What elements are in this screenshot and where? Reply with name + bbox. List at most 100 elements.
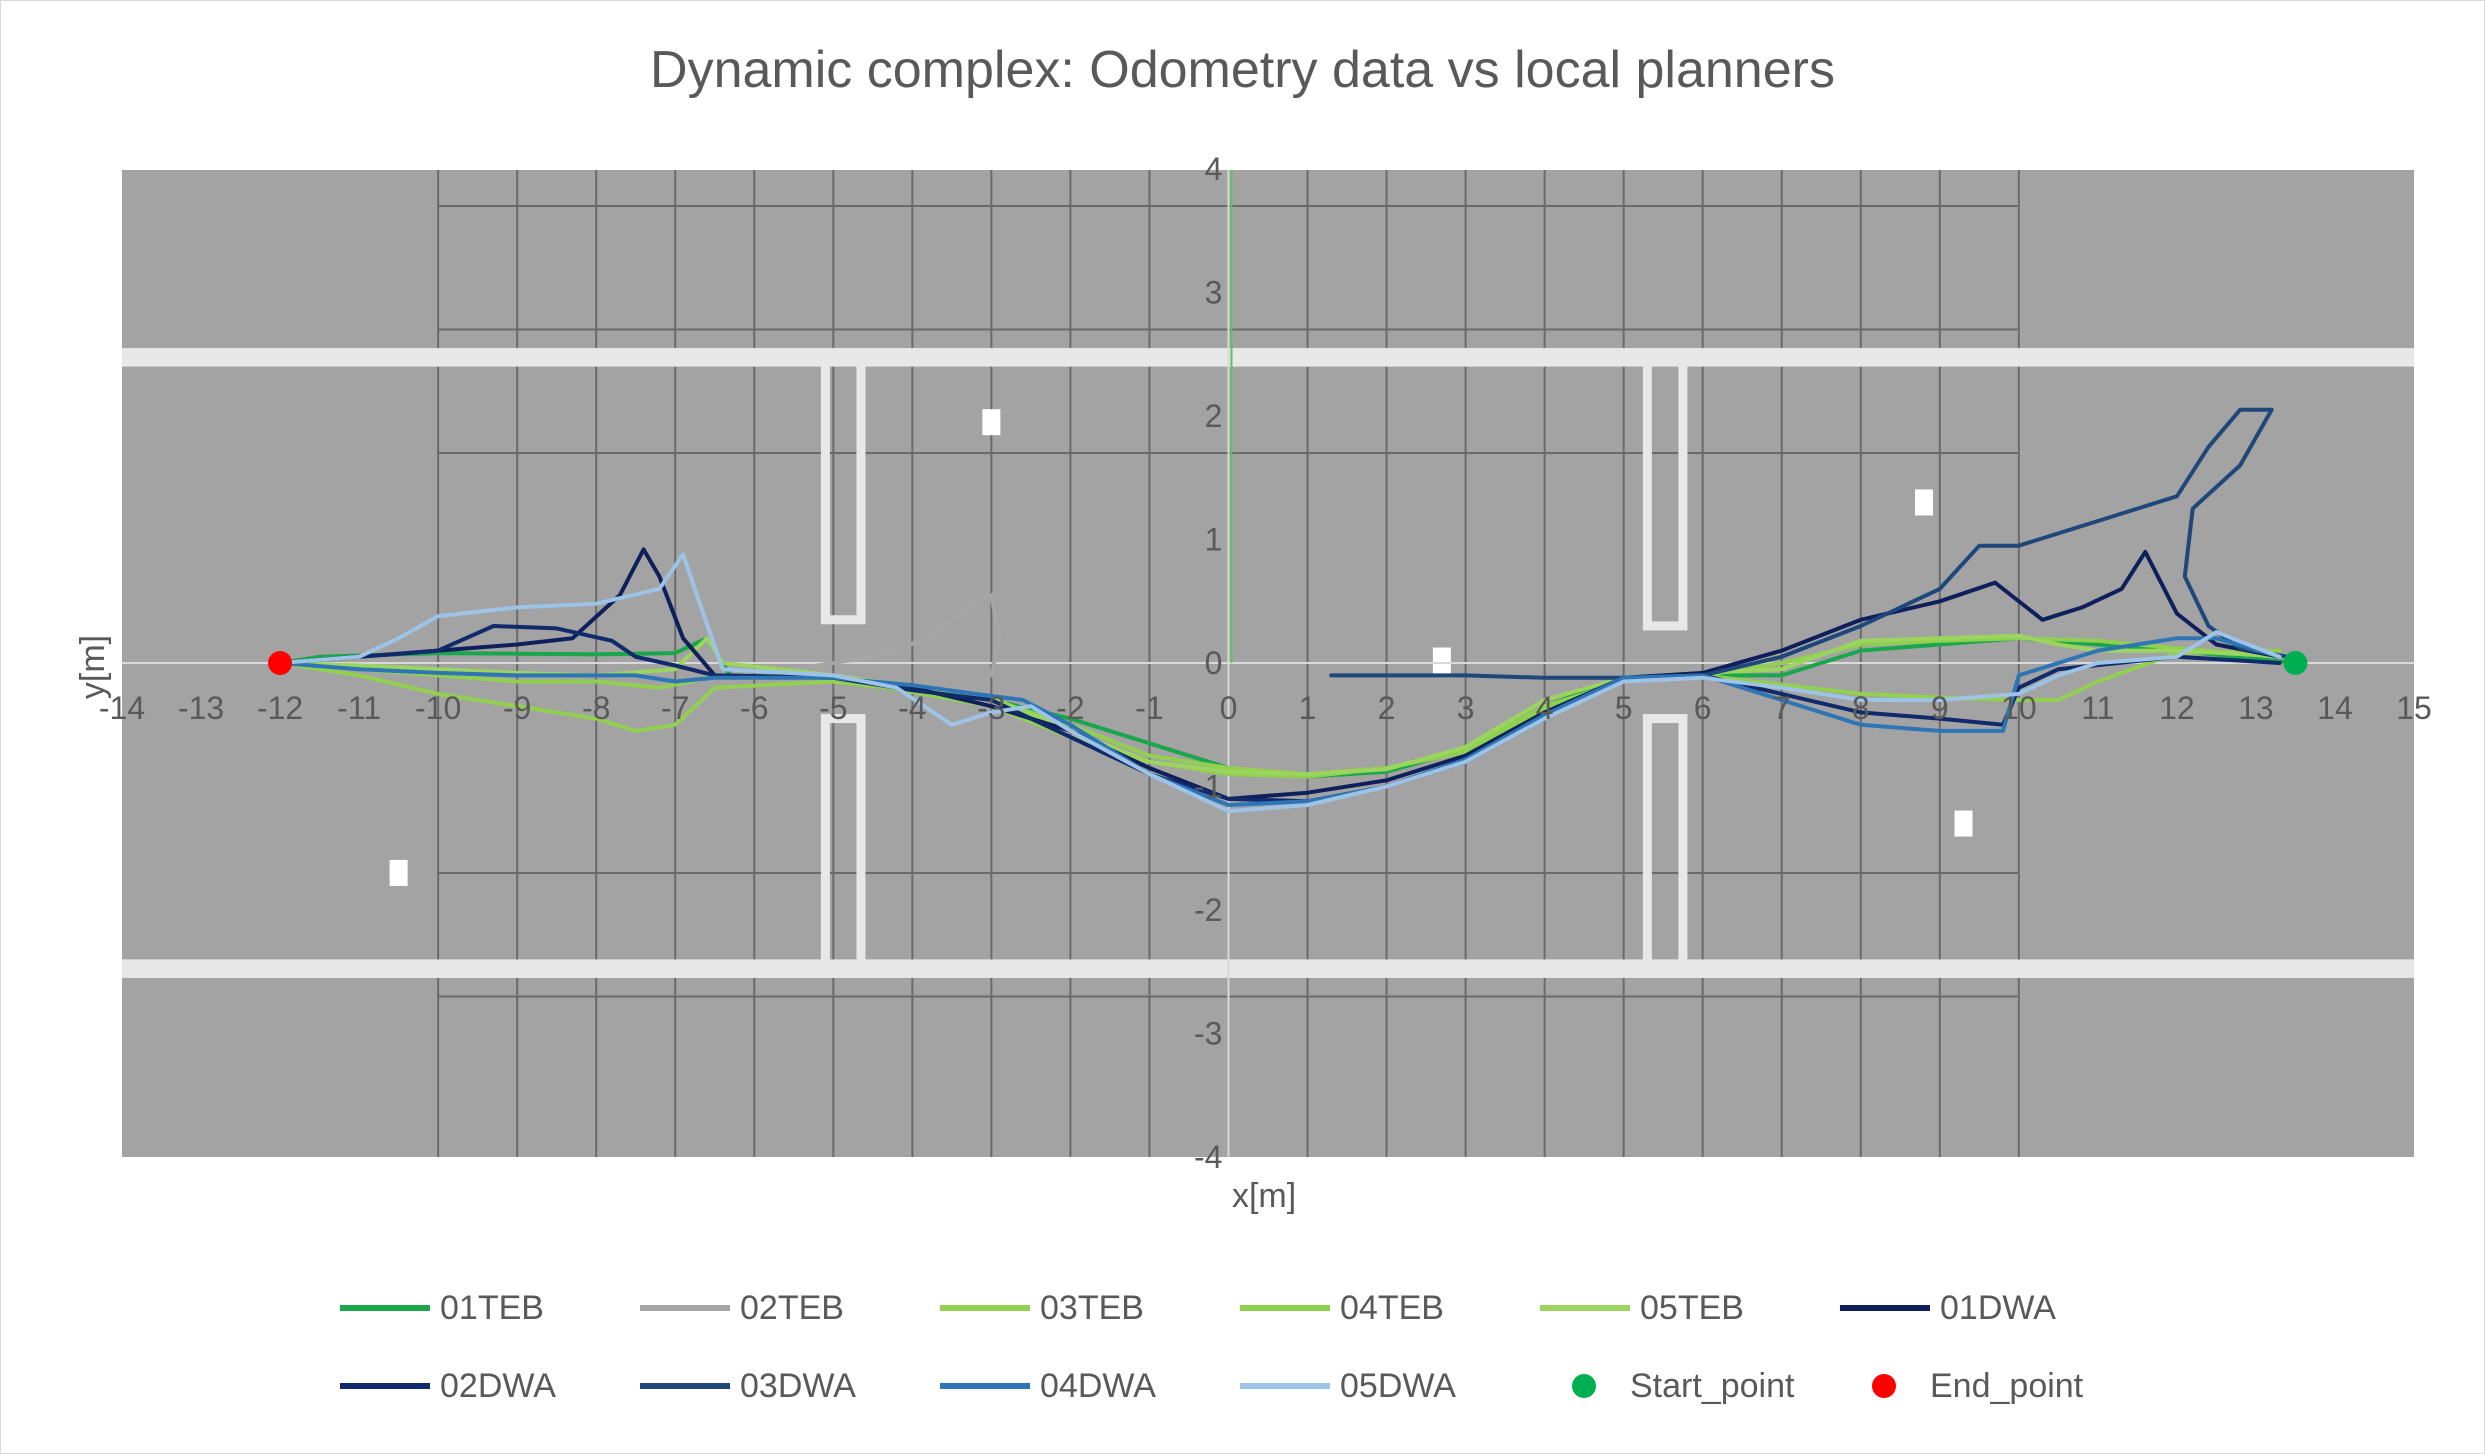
x-tick-label: 5 [1615,690,1633,726]
x-tick-label: 9 [1931,690,1949,726]
legend-line-swatch [340,1383,430,1389]
y-tick-label: 2 [1205,398,1223,434]
y-tick-label: 4 [1205,151,1223,187]
y-tick-label: 0 [1205,645,1223,681]
map-wall [122,959,2414,978]
x-tick-label: 11 [2081,690,2114,726]
x-tick-label: -4 [898,690,926,726]
chart-axes [122,170,2414,1157]
legend-label: 03DWA [740,1366,856,1405]
legend-line-swatch [640,1383,730,1389]
x-tick-label: 13 [2238,690,2274,726]
legend-item: 03TEB [940,1286,1240,1330]
series-line-02teb [791,593,1002,678]
map-pillar [820,714,866,971]
legend-label: 04DWA [1040,1366,1156,1405]
series-line-04dwa [278,636,2282,807]
map-obstacle [982,409,1001,436]
legend-line-swatch [940,1305,1030,1311]
map-obstacle [1954,810,1973,837]
legend-item: 02DWA [340,1364,640,1408]
legend-item: Start_point [1540,1364,1840,1408]
x-tick-label: 15 [2396,690,2432,726]
x-tick-label: -11 [337,690,381,726]
x-tick-label: 4 [1536,690,1554,726]
legend-item: 04DWA [940,1364,1240,1408]
map-obstacle [1914,489,1933,516]
y-tick-label: -3 [1194,1016,1222,1052]
x-tick-label: 6 [1694,690,1712,726]
legend-line-swatch [1240,1383,1330,1389]
legend-line-swatch [1540,1305,1630,1311]
x-tick-label: 1 [1299,690,1317,726]
legend-label: 05DWA [1340,1366,1456,1405]
legend-line-swatch [1240,1305,1330,1311]
legend-item: 02TEB [640,1286,940,1330]
legend-item: 04TEB [1240,1286,1540,1330]
x-axis-title: x[m] [1232,1177,1296,1215]
map-obstacle [389,859,408,886]
y-tick-label: -2 [1194,892,1222,928]
legend-line-swatch [940,1383,1030,1389]
x-tick-label: 7 [1773,690,1791,726]
x-tick-label: 8 [1852,690,1870,726]
map-obstacle [1432,647,1451,674]
map-pillar [1642,714,1688,971]
legend-item: 03DWA [640,1364,940,1408]
marker-start-point [2283,651,2308,675]
y-tick-label: 3 [1205,275,1223,311]
legend-line-swatch [640,1305,730,1311]
x-tick-label: -2 [1056,690,1084,726]
x-tick-label: -7 [661,690,689,726]
chart-markers [268,651,2308,675]
legend-item: End_point [1840,1364,2140,1408]
series-line-02dwa [278,624,2282,804]
legend-label: 01TEB [440,1288,544,1327]
x-tick-label: -10 [415,690,461,726]
x-tick-label: 0 [1220,690,1238,726]
map-pillar [1642,355,1688,631]
x-tick-label: -1 [1135,690,1163,726]
x-tick-label: -14 [99,690,145,726]
chart-title: Dynamic complex: Odometry data vs local … [650,41,1835,99]
series-line-03dwa [1329,407,2290,680]
series-line-01dwa [278,547,2282,801]
legend-item: 01DWA [1840,1286,2140,1330]
legend-item: 05DWA [1240,1364,1540,1408]
map-wall [122,348,2414,367]
map-pillar [820,355,866,625]
x-tick-label: -12 [257,690,303,726]
x-tick-label: 2 [1378,690,1396,726]
legend-marker-swatch [1572,1374,1596,1398]
marker-end-point [268,651,293,675]
legend-label: 02DWA [440,1366,556,1405]
legend-label: 03TEB [1040,1288,1144,1327]
x-tick-label: -6 [740,690,768,726]
series-line-05teb [278,633,2290,777]
x-tick-label: 14 [2317,690,2353,726]
x-tick-label: -5 [819,690,847,726]
x-tick-label: 12 [2159,690,2195,726]
legend-item: 01TEB [340,1286,640,1330]
legend-marker-swatch [1872,1374,1896,1398]
x-tick-label: 3 [1457,690,1475,726]
legend-label: Start_point [1630,1366,1795,1405]
x-tick-label: 10 [2001,690,2037,726]
x-tick-label: -8 [582,690,610,726]
chart-legend: 01TEB 02TEB 03TEB 04TEB 05TEB 01DWA 02DWA 03DWA… [340,1286,2160,1408]
chart-series [278,407,2298,814]
legend-label: 05TEB [1640,1288,1744,1327]
axis-labels: -14 -13 -12 -11 -10 -9 -8 -7 -6 -5 -4 -3 -2 -1 0 1 2 3 4 5 6… [74,151,2432,1215]
legend-label: 04TEB [1340,1288,1444,1327]
legend-item: 05TEB [1540,1286,1840,1330]
y-tick-label: -1 [1194,769,1222,805]
y-tick-label: 1 [1205,522,1223,558]
series-line-04teb [278,636,2282,779]
series-line-05dwa [278,552,2282,814]
legend-label: End_point [1930,1366,2084,1405]
x-tick-label: -9 [503,690,531,726]
x-tick-label: -13 [178,690,224,726]
legend-label: 01DWA [1940,1288,2056,1327]
legend-line-swatch [1840,1305,1930,1311]
